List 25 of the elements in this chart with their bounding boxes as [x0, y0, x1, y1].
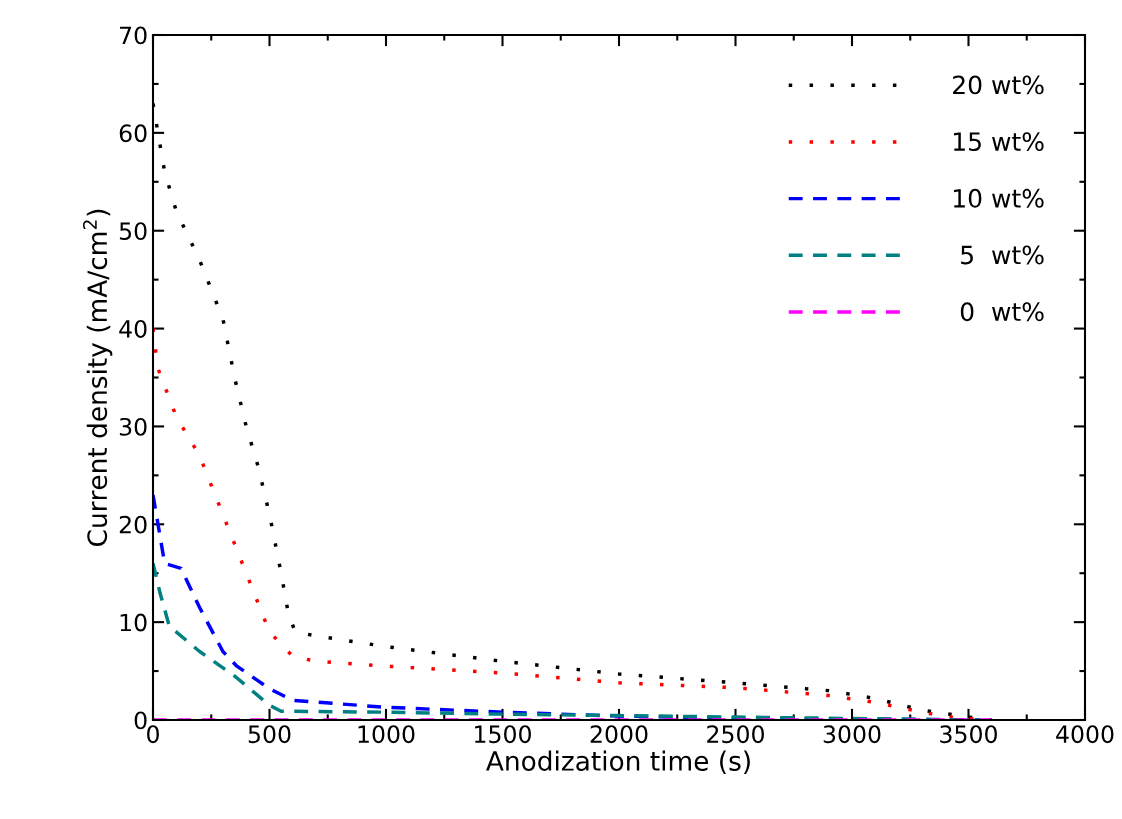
legend-label: 0 wt% — [960, 302, 1044, 322]
x-tick-label: 3500 — [940, 725, 997, 744]
y-tick-label: 40 — [119, 320, 147, 338]
y-tick-label: 0 — [134, 711, 147, 730]
y-tick-label: 50 — [119, 222, 147, 241]
y-tick-label: 30 — [119, 417, 147, 436]
x-tick-label: 2000 — [590, 725, 648, 744]
x-tick-label: 500 — [248, 725, 291, 744]
y-tick-label: 70 — [120, 26, 147, 45]
legend-label: 15 wt% — [953, 132, 1044, 152]
y-tick-label: 60 — [119, 124, 147, 143]
legend-label: 20 wt% — [953, 75, 1044, 95]
x-tick-label: 2500 — [707, 725, 764, 744]
x-axis-title: Anodization time (s) — [486, 750, 750, 775]
x-tick-label: 0 — [147, 725, 159, 744]
x-tick-label: 3000 — [823, 725, 881, 744]
y-tick-label: 20 — [119, 515, 147, 534]
legend-label: 5 wt% — [961, 245, 1044, 265]
line-series — [153, 561, 982, 720]
x-tick-label: 4000 — [1056, 725, 1114, 744]
legend-label: 10 wt% — [953, 188, 1044, 208]
x-tick-label: 1500 — [475, 725, 531, 744]
y-axis-title: Current density (mA/cm$^{2}$) — [82, 209, 113, 546]
x-tick-label: 1000 — [358, 725, 415, 744]
y-tick-label: 10 — [120, 613, 147, 632]
